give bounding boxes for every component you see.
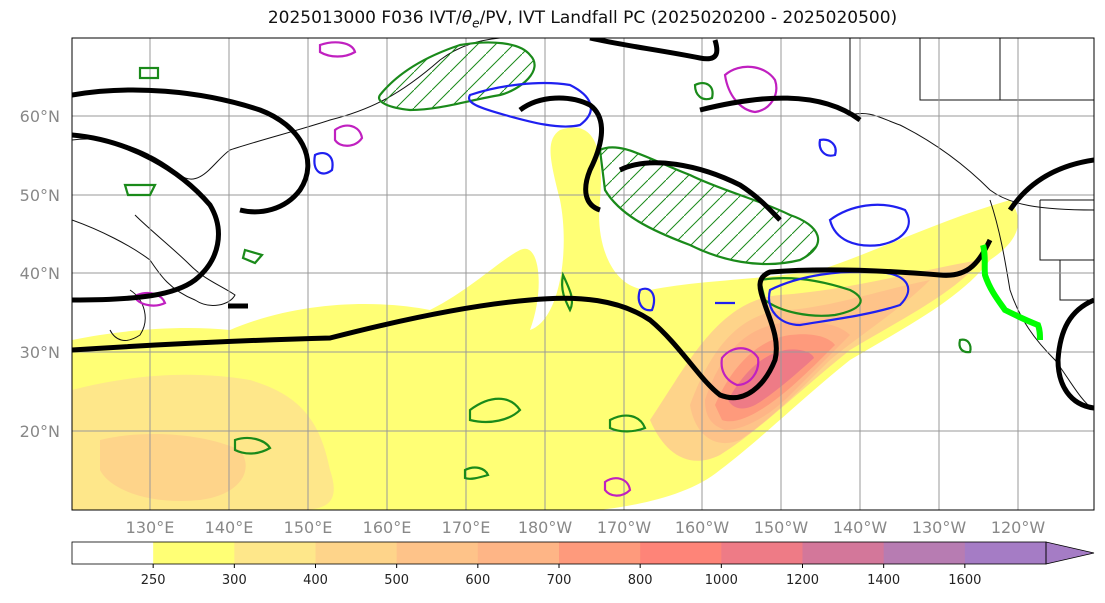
colorbar-tick-label: 1200 (786, 573, 819, 588)
colorbar-tick-label: 300 (222, 573, 247, 588)
colorbar-tick-label: 600 (465, 573, 490, 588)
lon-label-140e: 140°E (205, 518, 254, 537)
lat-label-40n: 40°N (20, 264, 60, 283)
colorbar-segment (153, 542, 235, 564)
map-frame (71, 37, 1095, 511)
lon-label-130e: 130°E (126, 518, 175, 537)
colorbar-tick-label: 1400 (867, 573, 900, 588)
lon-label-180w: 180°W (518, 518, 573, 537)
lon-label-170e: 170°E (442, 518, 491, 537)
colorbar-tick-label: 250 (141, 573, 166, 588)
blue-contours (313, 81, 910, 327)
colorbar-segment (883, 542, 966, 564)
theta-symbol: θ (461, 8, 473, 28)
colorbar-segments (72, 542, 1047, 564)
colorbar-segment (396, 542, 479, 564)
colorbar-segment (640, 542, 722, 564)
colorbar: 250 300 400 500 600 700 800 1000 1200 1400 1600 (71, 541, 1095, 588)
latitude-labels: 60°N 50°N 40°N 30°N 20°N (20, 107, 60, 441)
lat-label-50n: 50°N (20, 186, 60, 205)
lat-label-20n: 20°N (20, 422, 60, 441)
black-contours (72, 38, 1094, 411)
colorbar-tick-label: 800 (628, 573, 653, 588)
green-contours (123, 41, 972, 480)
lon-label-170w: 170°W (597, 518, 652, 537)
colorbar-tick-label: 1600 (948, 573, 981, 588)
lat-label-30n: 30°N (20, 343, 60, 362)
colorbar-tick-labels: 250 300 400 500 600 700 800 1000 1200 1400 1600 (141, 564, 981, 588)
lon-label-120w: 120°W (991, 518, 1046, 537)
lon-label-150w: 150°W (754, 518, 809, 537)
lat-label-60n: 60°N (20, 107, 60, 126)
magenta-contours (135, 41, 778, 497)
lon-label-140w: 140°W (833, 518, 888, 537)
colorbar-tick-label: 500 (384, 573, 409, 588)
colorbar-segment (721, 542, 803, 564)
theta-subscript: e (472, 16, 480, 31)
colorbar-segment (72, 542, 154, 564)
map-title: 2025013000 F036 IVT/θe/PV, IVT Landfall … (267, 8, 898, 31)
landfall-pc-line (980, 244, 1043, 341)
colorbar-segment (559, 542, 641, 564)
colorbar-segment (964, 542, 1047, 564)
colorbar-extend-arrow (1045, 541, 1095, 565)
colorbar-segment (315, 542, 398, 564)
lon-label-150e: 150°E (284, 518, 333, 537)
lon-label-160w: 160°W (675, 518, 730, 537)
colorbar-segment (477, 542, 560, 564)
lon-label-160e: 160°E (363, 518, 412, 537)
longitude-labels: 130°E 140°E 150°E 160°E 170°E 180°W 170°… (126, 518, 1046, 537)
colorbar-segment (802, 542, 885, 564)
lon-label-130w: 130°W (912, 518, 967, 537)
colorbar-segment (234, 542, 316, 564)
colorbar-tick-label: 700 (547, 573, 572, 588)
colorbar-tick-label: 400 (303, 573, 328, 588)
colorbar-tick-label: 1000 (705, 573, 738, 588)
